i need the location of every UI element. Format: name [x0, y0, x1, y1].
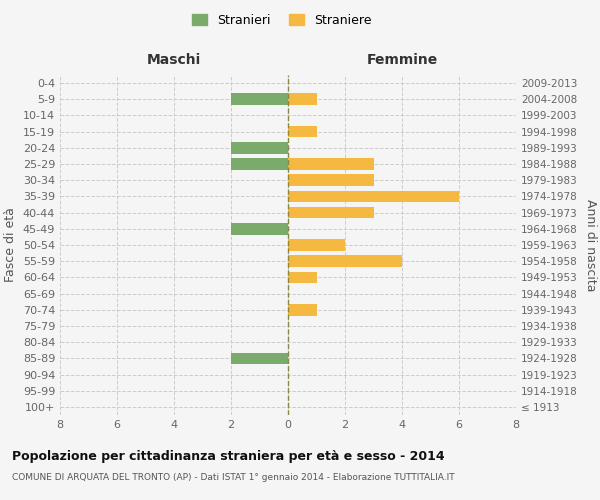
Bar: [231, 223, 288, 234]
Text: Popolazione per cittadinanza straniera per età e sesso - 2014: Popolazione per cittadinanza straniera p…: [12, 450, 445, 463]
Text: COMUNE DI ARQUATA DEL TRONTO (AP) - Dati ISTAT 1° gennaio 2014 - Elaborazione TU: COMUNE DI ARQUATA DEL TRONTO (AP) - Dati…: [12, 472, 455, 482]
Bar: [288, 256, 402, 267]
Bar: [288, 126, 317, 138]
Bar: [288, 272, 317, 283]
Bar: [288, 207, 373, 218]
Bar: [231, 94, 288, 105]
Bar: [288, 158, 373, 170]
Legend: Stranieri, Straniere: Stranieri, Straniere: [187, 8, 377, 32]
Y-axis label: Anni di nascita: Anni di nascita: [584, 198, 597, 291]
Bar: [288, 174, 373, 186]
Bar: [288, 304, 317, 316]
Y-axis label: Fasce di età: Fasce di età: [4, 208, 17, 282]
Text: Femmine: Femmine: [367, 54, 437, 68]
Bar: [231, 158, 288, 170]
Bar: [288, 190, 459, 202]
Bar: [231, 142, 288, 154]
Bar: [231, 352, 288, 364]
Bar: [288, 239, 345, 251]
Text: Maschi: Maschi: [147, 54, 201, 68]
Bar: [288, 94, 317, 105]
